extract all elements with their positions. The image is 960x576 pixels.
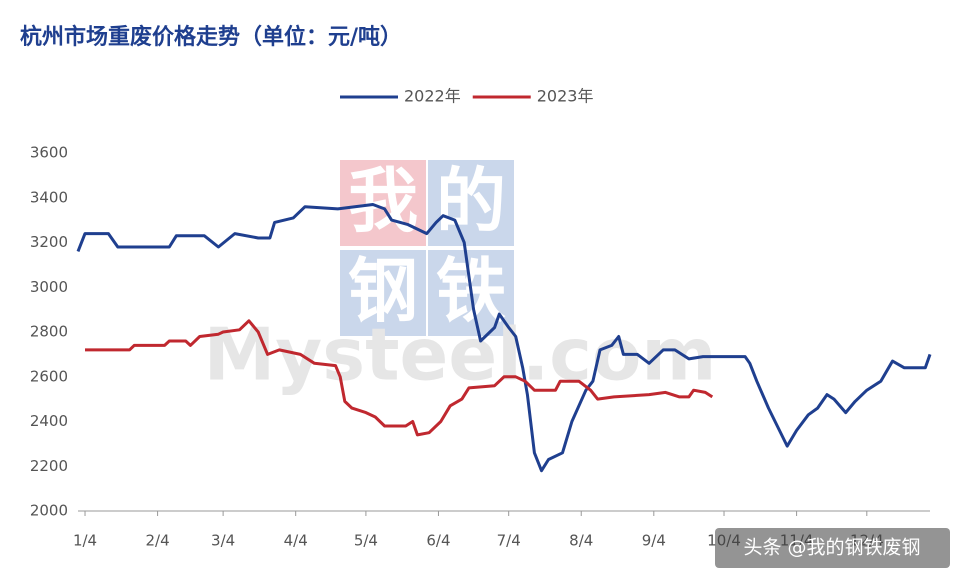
y-tick-label: 2600 bbox=[30, 367, 68, 385]
legend-label: 2023年 bbox=[537, 87, 594, 106]
y-tick-label: 3400 bbox=[30, 188, 68, 206]
y-tick-label: 3600 bbox=[30, 144, 68, 162]
watermark-box bbox=[428, 160, 514, 246]
y-tick-label: 2400 bbox=[30, 412, 68, 430]
badge-background bbox=[715, 528, 950, 568]
legend-label: 2022年 bbox=[404, 87, 461, 106]
x-tick-label: 8/4 bbox=[569, 532, 593, 550]
y-tick-label: 2000 bbox=[30, 502, 68, 520]
plot-area: 2000 2200 2400 2600 2800 3000 3200 3400 3600 1/4 2… bbox=[30, 87, 932, 550]
x-tick-label: 4/4 bbox=[284, 532, 308, 550]
y-tick-label: 2800 bbox=[30, 323, 68, 341]
x-tick-label: 3/4 bbox=[211, 532, 235, 550]
watermark-char: 我 bbox=[348, 160, 418, 242]
y-tick-label: 2200 bbox=[30, 457, 68, 475]
y-tick-label: 3000 bbox=[30, 278, 68, 296]
y-tick-label: 3200 bbox=[30, 233, 68, 251]
x-tick-label: 5/4 bbox=[354, 532, 378, 550]
watermark-char: 的 bbox=[436, 160, 506, 242]
watermark: 我的钢 铁Mysteel.com bbox=[204, 160, 716, 397]
x-tick-label: 6/4 bbox=[426, 532, 450, 550]
chart-title: 杭州市场重废价格走势（单位：元/吨） bbox=[20, 24, 402, 50]
series-line bbox=[85, 319, 714, 437]
series-line bbox=[76, 203, 932, 473]
x-tick-label: 2/4 bbox=[146, 532, 170, 550]
x-tick-label: 1/4 bbox=[73, 532, 97, 550]
watermark-box bbox=[340, 250, 426, 336]
x-tick-label: 9/4 bbox=[642, 532, 666, 550]
watermark-char: 钢 bbox=[348, 250, 418, 332]
source-badge: 头条 @我的钢铁废钢 bbox=[715, 528, 950, 568]
badge-text: 头条 @我的钢铁废钢 bbox=[743, 537, 920, 559]
x-tick-label: 7/4 bbox=[497, 532, 521, 550]
watermark-box bbox=[340, 160, 426, 246]
